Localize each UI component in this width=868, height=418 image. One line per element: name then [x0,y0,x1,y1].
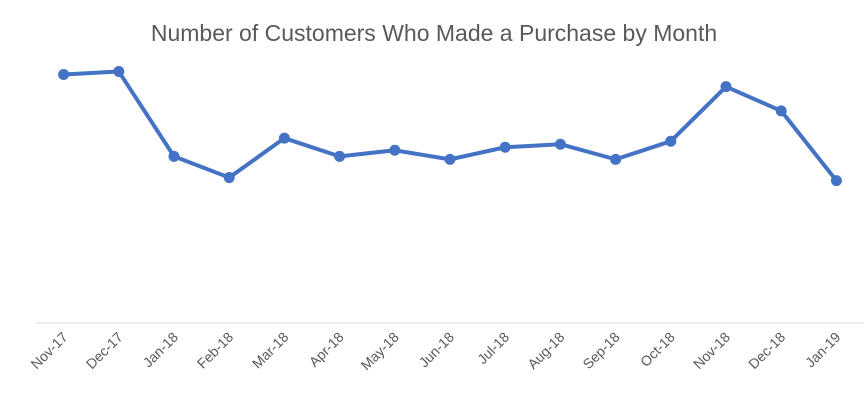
data-point [223,172,235,184]
data-points [58,66,842,187]
data-point [499,141,511,153]
x-tick-label: Jan-19 [802,329,844,371]
x-tick-label: Jan-18 [140,329,182,371]
x-tick-label: Oct-18 [637,329,678,370]
data-point [58,69,70,81]
data-point [610,153,622,165]
x-tick-label: Jun-18 [416,329,458,371]
data-point [720,81,732,93]
data-point [168,150,180,162]
data-point [278,132,290,144]
data-point [113,66,125,78]
data-point [665,135,677,147]
x-tick-labels: Nov-17 Dec-17 Jan-18 Feb-18 Mar-18 Apr-18 May-… [27,329,843,373]
chart-title: Number of Customers Who Made a Purchase … [150,20,718,46]
x-tick-label: Feb-18 [194,329,237,372]
x-tick-label: Dec-18 [745,329,788,372]
data-point [444,153,456,165]
x-tick-label: Sep-18 [579,329,622,372]
x-tick-label: Dec-17 [83,329,126,372]
x-tick-label: Aug-18 [524,329,567,372]
data-point [775,105,787,117]
x-tick-label: Jul-18 [474,329,512,367]
x-tick-label: Mar-18 [249,329,292,372]
x-tick-label: May-18 [358,329,402,373]
data-point [554,138,566,150]
data-point [830,175,842,187]
data-point [389,144,401,156]
x-tick-label: Nov-18 [690,329,733,372]
x-tick-label: Nov-17 [27,329,70,372]
x-tick-label: Apr-18 [306,329,347,370]
data-point [334,150,346,162]
